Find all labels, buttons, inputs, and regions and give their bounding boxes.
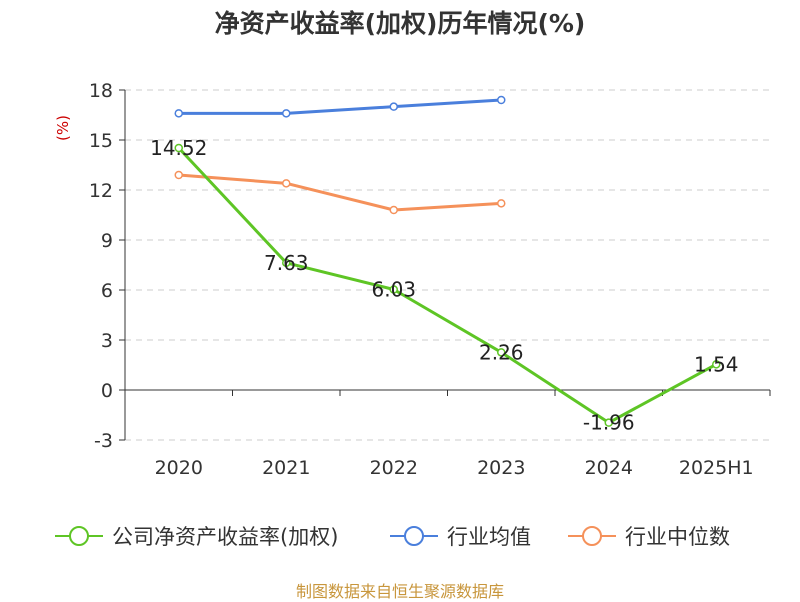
y-axis-label: (%) [54, 115, 72, 141]
series-line [177, 146, 717, 425]
data-point [604, 418, 613, 427]
data-point [497, 348, 506, 357]
legend: 公司净资产收益率(加权) 行业均值 行业中位数 [55, 525, 730, 549]
legend-marker [69, 526, 89, 546]
y-tick-label: -3 [94, 430, 113, 452]
data-label: 14.52 [150, 136, 207, 160]
legend-label: 行业均值 [447, 525, 531, 549]
data-point [497, 199, 506, 208]
legend-label: 行业中位数 [625, 525, 730, 549]
axes: 18 15 12 9 6 3 0 -3 2020 2021 2022 2023 2024 2025H1 [89, 80, 771, 479]
x-tick-label: 2025H1 [679, 457, 754, 479]
y-tick-label: 0 [101, 380, 113, 402]
data-point [174, 170, 183, 180]
legend-marker [582, 526, 602, 546]
x-tick-label: 2022 [370, 457, 418, 479]
y-tick-label: 12 [89, 180, 113, 202]
legend-item: 行业均值 [390, 525, 531, 549]
source-note: 制图数据来自恒生聚源数据库 [295, 582, 504, 601]
data-point [389, 205, 398, 215]
y-tick-label: 6 [101, 280, 113, 302]
series-line [178, 98, 502, 115]
data-label: 2.26 [479, 340, 524, 364]
data-label: -1.96 [583, 411, 635, 435]
x-tick-label: 2021 [262, 457, 310, 479]
chart-title: 净资产收益率(加权)历年情况(%) [214, 9, 586, 38]
y-tick-label: 18 [89, 80, 113, 102]
legend-label: 公司净资产收益率(加权) [112, 525, 338, 549]
legend-marker [404, 526, 424, 546]
x-tick-label: 2023 [477, 457, 525, 479]
x-tick-label: 2020 [155, 457, 203, 479]
data-label: 7.63 [264, 251, 309, 275]
data-point [712, 360, 721, 369]
y-tick-label: 15 [89, 130, 113, 152]
series-line [178, 173, 502, 212]
data-point [497, 95, 506, 105]
data-point [282, 258, 291, 268]
data-label: 6.03 [371, 278, 416, 302]
data-label: 1.54 [694, 352, 739, 376]
data-point [282, 109, 291, 118]
grid-lines [125, 89, 770, 441]
data-labels: 14.52 7.63 6.03 2.26 -1.96 1.54 [150, 136, 738, 435]
data-point [282, 179, 291, 188]
series-lines [174, 95, 721, 427]
legend-item: 公司净资产收益率(加权) [55, 525, 338, 549]
data-point [174, 109, 183, 118]
y-tick-label: 3 [101, 330, 113, 352]
data-point [389, 285, 398, 294]
data-point [389, 102, 398, 111]
y-tick-label: 9 [101, 230, 113, 252]
legend-item: 行业中位数 [568, 525, 730, 549]
x-tick-label: 2024 [585, 457, 633, 479]
data-point [174, 143, 183, 153]
